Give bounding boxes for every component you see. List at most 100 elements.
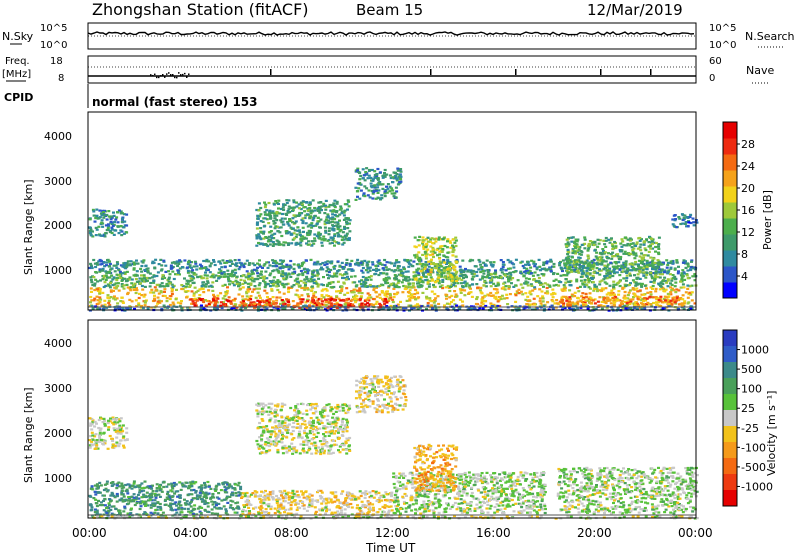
heatmap-cell: [452, 307, 456, 310]
heatmap-cell: [487, 294, 491, 297]
heatmap-cell: [657, 298, 661, 302]
heatmap-cell: [570, 295, 574, 298]
heatmap-cell: [651, 287, 654, 290]
heatmap-cell: [314, 224, 318, 227]
heatmap-cell: [285, 213, 289, 216]
heatmap-cell: [356, 182, 360, 185]
heatmap-cell: [613, 240, 617, 244]
heatmap-cell: [101, 267, 105, 270]
heatmap-cell: [348, 264, 352, 267]
heatmap-cell: [91, 230, 94, 233]
heatmap-cell: [391, 298, 395, 301]
heatmap-cell: [570, 270, 574, 273]
heatmap-cell: [291, 221, 294, 224]
heatmap-cell: [595, 285, 598, 288]
heatmap-cell: [601, 260, 605, 263]
heatmap-cell: [256, 291, 260, 294]
heatmap-cell: [220, 272, 224, 275]
heatmap-cell: [169, 295, 173, 298]
heatmap-cell: [325, 270, 329, 273]
heatmap-cell: [639, 243, 643, 246]
heatmap-cell: [392, 195, 396, 198]
heatmap-cell: [437, 279, 441, 283]
heatmap-cell: [381, 183, 385, 186]
heatmap-cell: [454, 239, 458, 242]
heatmap-cell: [205, 277, 209, 280]
heatmap-cell: [260, 270, 263, 273]
heatmap-cell: [384, 282, 388, 285]
heatmap-cell: [295, 201, 299, 204]
heatmap-cell: [271, 303, 275, 306]
heatmap-cell: [112, 211, 115, 214]
heatmap-cell: [354, 301, 358, 304]
heatmap-cell: [323, 263, 327, 266]
heatmap-cell: [332, 266, 336, 269]
heatmap-cell: [322, 235, 326, 238]
heatmap-cell: [343, 276, 347, 280]
heatmap-cell: [305, 298, 309, 301]
heatmap-cell: [641, 297, 645, 301]
heatmap-cell: [311, 296, 315, 299]
heatmap-cell: [101, 291, 105, 294]
heatmap-cell: [179, 302, 183, 305]
heatmap-cell: [403, 287, 407, 290]
heatmap-cell: [638, 269, 642, 272]
heatmap-cell: [280, 299, 284, 302]
heatmap-cell: [317, 297, 321, 301]
heatmap-cell: [295, 303, 299, 306]
heatmap-cell: [115, 266, 119, 269]
heatmap-cell: [533, 271, 537, 274]
heatmap-cell: [642, 297, 646, 300]
heatmap-cell: [248, 288, 252, 291]
heatmap-cell: [557, 280, 561, 283]
heatmap-cell: [282, 244, 286, 247]
heatmap-cell: [434, 263, 438, 266]
heatmap-cell: [265, 307, 269, 310]
heatmap-cell: [623, 250, 627, 253]
heatmap-cell: [318, 226, 321, 229]
heatmap-cell: [320, 303, 324, 306]
heatmap-cell: [95, 295, 99, 298]
heatmap-cell: [104, 274, 108, 277]
heatmap-cell: [584, 303, 588, 306]
heatmap-cell: [363, 282, 367, 286]
heatmap-cell: [583, 266, 587, 269]
heatmap-cell: [600, 307, 604, 310]
heatmap-cell: [191, 300, 195, 303]
heatmap-cell: [549, 266, 553, 269]
heatmap-cell: [618, 268, 622, 271]
heatmap-cell: [358, 303, 362, 306]
heatmap-cell: [464, 267, 467, 271]
heatmap-cell: [332, 209, 336, 212]
heatmap-cell: [429, 276, 433, 279]
heatmap-cell: [454, 276, 458, 279]
heatmap-cell: [365, 167, 369, 170]
heatmap-cell: [335, 211, 338, 214]
heatmap-cell: [214, 297, 218, 300]
heatmap-cell: [183, 277, 186, 280]
heatmap-cell: [567, 243, 571, 246]
heatmap-cell: [340, 288, 344, 291]
heatmap-cell: [369, 296, 373, 299]
heatmap-cell: [266, 296, 269, 299]
heatmap-cell: [112, 264, 116, 267]
heatmap-cell: [156, 296, 160, 299]
heatmap-cell: [657, 245, 660, 248]
heatmap-cell: [654, 250, 657, 253]
heatmap-cell: [356, 169, 359, 172]
heatmap-cell: [682, 286, 686, 289]
heatmap-cell: [266, 266, 270, 269]
heatmap-cell: [248, 304, 252, 307]
heatmap-cell: [485, 276, 489, 279]
heatmap-cell: [103, 235, 107, 238]
heatmap-cell: [356, 298, 360, 301]
heatmap-cell: [268, 297, 272, 301]
heatmap-cell: [396, 183, 400, 186]
heatmap-cell: [302, 281, 306, 284]
heatmap-cell: [597, 269, 601, 272]
heatmap-cell: [578, 253, 582, 256]
heatmap-cell: [426, 240, 430, 243]
heatmap-cell: [286, 303, 290, 306]
heatmap-cell: [217, 275, 221, 278]
heatmap-cell: [88, 231, 92, 234]
